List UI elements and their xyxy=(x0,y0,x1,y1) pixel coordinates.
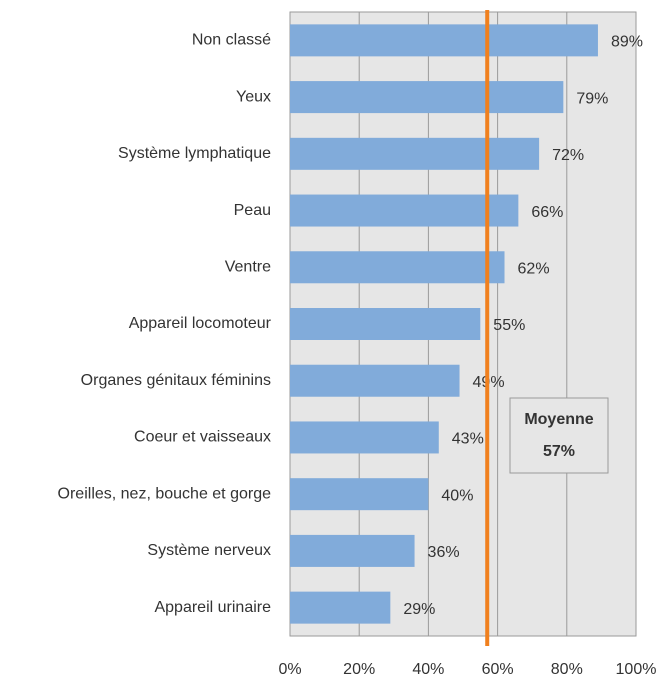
data-label: 89% xyxy=(611,34,643,51)
bar xyxy=(290,364,460,397)
data-label: 43% xyxy=(452,431,484,448)
data-label: 62% xyxy=(518,260,550,277)
x-tick-label: 40% xyxy=(412,661,444,678)
annotation-value: 57% xyxy=(543,443,575,460)
y-tick-label: Yeux xyxy=(236,88,271,105)
annotation-label: Moyenne xyxy=(524,411,593,428)
y-tick-label: Appareil locomoteur xyxy=(129,315,272,332)
bar xyxy=(290,194,519,227)
data-label: 29% xyxy=(403,601,435,618)
y-tick-label: Système nerveux xyxy=(147,542,271,559)
y-tick-label: Peau xyxy=(234,202,271,219)
x-tick-label: 60% xyxy=(482,661,514,678)
y-tick-label: Oreilles, nez, bouche et gorge xyxy=(58,485,272,502)
data-label: 55% xyxy=(493,317,525,334)
x-tick-label: 0% xyxy=(278,661,301,678)
x-tick-label: 80% xyxy=(551,661,583,678)
data-label: 36% xyxy=(428,544,460,561)
bar xyxy=(290,534,415,567)
data-label: 66% xyxy=(531,204,563,221)
data-label: 79% xyxy=(576,90,608,107)
x-tick-label: 20% xyxy=(343,661,375,678)
y-tick-label: Coeur et vaisseaux xyxy=(134,429,271,446)
bar xyxy=(290,251,505,284)
bar xyxy=(290,421,439,454)
y-tick-label: Non classé xyxy=(192,32,271,49)
x-tick-label: 100% xyxy=(616,661,657,678)
data-label: 40% xyxy=(441,487,473,504)
bar xyxy=(290,81,564,114)
y-tick-label: Appareil urinaire xyxy=(154,599,271,616)
bar xyxy=(290,591,391,624)
bar xyxy=(290,137,540,170)
annotation-box xyxy=(509,397,609,474)
bar xyxy=(290,308,481,340)
bar xyxy=(290,478,429,511)
y-tick-label: Système lymphatique xyxy=(118,145,271,162)
data-label: 72% xyxy=(552,147,584,164)
bar xyxy=(290,24,598,57)
y-tick-label: Ventre xyxy=(225,258,271,275)
y-tick-label: Organes génitaux féminins xyxy=(81,372,271,389)
